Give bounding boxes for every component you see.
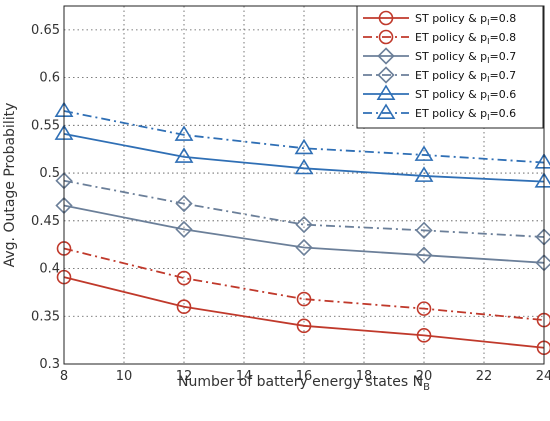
x-tick-label: 8 <box>60 369 68 384</box>
legend-label-suffix: =0.8 <box>489 31 516 44</box>
legend-entry: ET policy & pI=0.6 <box>363 103 516 122</box>
circle-marker <box>296 291 312 307</box>
diamond-marker <box>295 215 313 234</box>
diamond-marker <box>415 246 433 264</box>
legend-label-main: ET policy & p <box>415 107 487 120</box>
series-3 <box>55 196 550 272</box>
triangle-marker <box>174 147 194 163</box>
legend-entry: ST policy & pI=0.8 <box>363 10 516 27</box>
legend-label-subscript: I <box>487 18 489 27</box>
legend-label-suffix: =0.7 <box>489 69 516 82</box>
circle-marker <box>176 299 192 315</box>
series-line <box>63 133 545 183</box>
plot-frame <box>63 5 545 365</box>
legend-label-suffix: =0.7 <box>490 50 517 63</box>
legend-label: ST policy & pI=0.8 <box>415 12 516 27</box>
legend-label-main: ET policy & p <box>415 69 487 82</box>
x-tick-label: 12 <box>176 369 193 384</box>
diamond-marker <box>295 238 313 257</box>
x-tick-label: 22 <box>476 369 493 384</box>
series-1 <box>56 269 550 356</box>
diamond-marker <box>415 221 433 239</box>
x-tick-label: 18 <box>356 369 373 384</box>
x-tick-label: 20 <box>416 369 433 384</box>
triangle-marker <box>376 103 396 119</box>
legend-entry: ET policy & pI=0.8 <box>363 29 516 46</box>
triangle-marker <box>414 166 434 182</box>
legend-label-subscript: I <box>487 56 489 65</box>
circle-marker <box>416 301 432 316</box>
legend-entry: ST policy & pI=0.6 <box>363 84 516 103</box>
legend-label-suffix: =0.6 <box>489 107 516 120</box>
legend-label: ET policy & pI=0.7 <box>415 69 516 84</box>
x-axis-label-main: Number of battery energy states N <box>178 374 423 390</box>
diamond-marker <box>377 66 395 84</box>
series-line <box>63 247 545 321</box>
legend-label: ST policy & pI=0.7 <box>415 50 516 65</box>
legend-label-suffix: =0.8 <box>490 12 517 25</box>
circle-marker <box>378 29 394 45</box>
circle-marker <box>416 328 432 343</box>
legend-label-main: ST policy & p <box>415 50 487 63</box>
y-tick-label: 0.4 <box>39 262 60 277</box>
circle-marker <box>378 10 394 26</box>
triangle-marker <box>534 153 550 169</box>
x-axis-label-subscript: B <box>423 382 430 393</box>
legend-label-main: ST policy & p <box>415 88 487 101</box>
legend-label-subscript: I <box>487 37 489 46</box>
y-axis-label: Avg. Outage Probability <box>2 103 18 268</box>
x-tick-label: 16 <box>296 369 313 384</box>
legend-label-main: ET policy & p <box>415 31 487 44</box>
y-tick-label: 0.65 <box>31 23 60 38</box>
diamond-marker <box>175 194 193 213</box>
x-axis-label: Number of battery energy states NB <box>178 374 430 393</box>
x-tick-label: 14 <box>236 369 253 384</box>
triangle-marker <box>414 145 434 161</box>
y-tick-label: 0.45 <box>31 214 60 229</box>
legend-label-main: ST policy & p <box>415 12 487 25</box>
x-tick-label: 10 <box>116 369 133 384</box>
legend-label-suffix: =0.6 <box>490 88 517 101</box>
series-line <box>63 276 545 349</box>
legend-label-subscript: I <box>487 94 489 103</box>
series-4 <box>55 172 550 246</box>
legend-label-subscript: I <box>487 113 489 122</box>
triangle-marker <box>534 172 550 188</box>
circle-marker <box>296 318 312 334</box>
y-tick-label: 0.35 <box>31 309 60 324</box>
diamond-marker <box>377 47 395 65</box>
y-tick-label: 0.55 <box>31 118 60 133</box>
x-tick-labels: 8 10 12 14 16 18 20 22 24 <box>60 369 550 384</box>
legend-label-subscript: I <box>487 75 489 84</box>
y-tick-label: 0.5 <box>39 166 60 181</box>
legend-label: ET policy & pI=0.8 <box>415 31 516 46</box>
series-line <box>63 110 545 164</box>
x-tick-label: 24 <box>536 369 550 384</box>
legend: ST policy & pI=0.8ET policy & pI=0.8ST p… <box>356 5 544 129</box>
y-tick-label: 0.3 <box>39 357 60 372</box>
triangle-marker <box>376 84 396 100</box>
y-tick-labels: 0.3 0.35 0.4 0.45 0.5 0.55 0.6 0.65 <box>31 23 60 372</box>
legend-label: ST policy & pI=0.6 <box>415 88 516 103</box>
legend-entry: ST policy & pI=0.7 <box>363 47 516 65</box>
diamond-marker <box>175 220 193 239</box>
y-tick-label: 0.6 <box>39 71 60 86</box>
triangle-marker <box>174 125 194 141</box>
triangle-marker <box>294 138 314 155</box>
triangle-marker <box>294 158 314 175</box>
legend-entry: ET policy & pI=0.7 <box>363 66 516 84</box>
series-line <box>63 204 545 264</box>
series-line <box>63 179 545 238</box>
legend-label: ET policy & pI=0.6 <box>415 107 516 122</box>
series-5 <box>54 124 550 188</box>
circle-marker <box>176 270 192 286</box>
